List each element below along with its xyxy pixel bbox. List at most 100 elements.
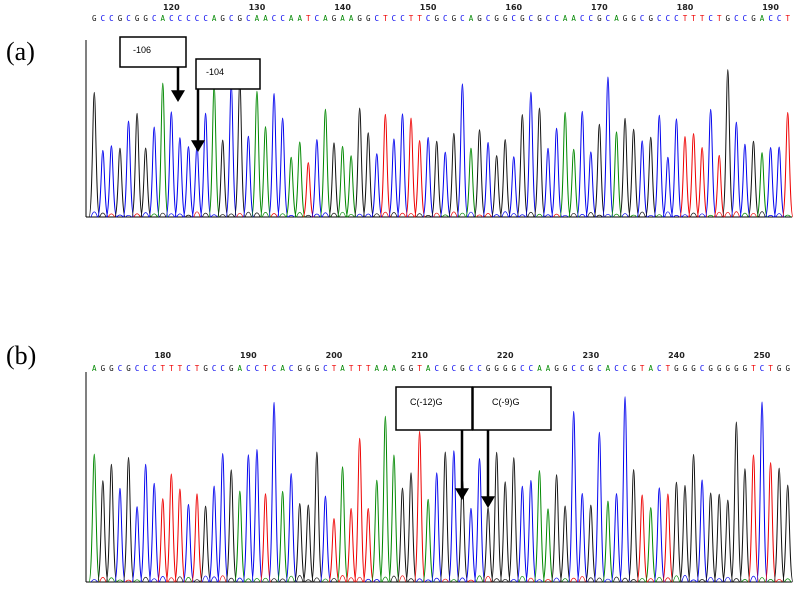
trace-noise [296,212,304,218]
annotation-arrow-head [171,90,185,102]
trace-peak [602,76,614,218]
trace-noise [390,575,398,583]
annotation-label: C(-9)G [492,397,520,407]
base-call-letter: A [238,364,243,373]
trace-noise [638,211,646,218]
base-call-letter: C [674,14,679,23]
trace-peak [199,505,212,583]
trace-noise [510,579,518,583]
trace-noise [176,576,184,583]
trace-noise [339,575,347,583]
trace-noise [570,212,578,218]
trace-noise [476,575,484,583]
trace-noise [167,577,175,583]
base-call-letter: C [597,364,602,373]
trace-peak [114,487,126,583]
trace-noise [99,577,107,583]
trace-peak [473,129,486,218]
trace-peak [345,507,357,583]
base-call-letter: G [92,14,97,23]
base-call-letter: C [255,364,260,373]
trace-noise [433,577,441,583]
trace-noise [587,577,595,583]
trace-noise [784,578,792,583]
trace-peak [721,499,734,583]
trace-noise [133,579,141,583]
trace-peak [199,112,212,218]
trace-peak [328,142,340,218]
trace-noise [304,214,312,218]
trace-peak [122,120,135,218]
trace-noise [724,211,732,218]
trace-noise [681,214,689,218]
trace-noise [210,214,218,218]
trace-noise [107,213,115,218]
trace-peak [319,495,332,583]
trace-peak [721,69,734,218]
base-call-letter: C [126,14,131,23]
trace-peak [353,437,366,583]
annotation-arrow-head [191,140,205,152]
trace-peak [653,114,666,218]
trace-peak [550,474,563,583]
trace-peak [139,463,152,583]
trace-noise [227,577,235,583]
base-call-letter: T [666,364,671,373]
base-call-letter: C [768,14,773,23]
trace-noise [381,576,389,583]
trace-peak [448,132,460,218]
trace-peak [131,506,143,583]
trace-peak [627,128,640,218]
trace-peak [439,451,452,583]
base-call-letter: C [143,364,148,373]
base-call-letter: C [640,14,645,23]
base-call-letter: T [357,364,362,373]
base-call-letter: C [434,364,439,373]
annotation-box [119,36,187,68]
trace-noise [613,213,620,218]
trace-noise [612,576,621,583]
trace-noise [655,214,663,218]
trace-noise [732,211,740,218]
base-call-letter: G [648,14,653,23]
trace-peak [764,462,777,583]
base-call-letter: C [614,364,619,373]
trace-noise [784,214,792,218]
trace-peak [747,140,760,218]
trace-noise [484,213,492,218]
trace-noise [441,578,449,583]
base-call-letter: C [443,14,448,23]
trace-noise [518,214,526,218]
base-call-letter: A [426,364,431,373]
trace-noise [441,214,449,218]
base-call-letter: T [785,14,790,23]
trace-noise [578,576,586,583]
base-call-letter: A [263,14,268,23]
trace-noise [741,212,749,218]
trace-peak [542,508,554,583]
trace-peak [713,493,726,583]
base-call-letter: C [169,14,174,23]
trace-peak [533,107,546,218]
trace-peak [542,147,554,218]
trace-noise [749,575,757,583]
base-call-letter: A [614,14,619,23]
trace-peak [405,117,417,218]
trace-peak [585,504,597,583]
position-tick-label: 210 [411,351,428,360]
base-call-letter: A [648,364,653,373]
base-call-letter: C [580,14,585,23]
trace-noise [775,579,783,583]
trace-peak [148,482,161,583]
trace-peak [696,479,708,583]
trace-peak [567,410,580,583]
trace-peak [242,454,255,583]
base-call-letter: T [640,364,645,373]
trace-noise [450,579,458,583]
base-call-letter: T [691,14,696,23]
base-call-letter: G [238,14,243,23]
